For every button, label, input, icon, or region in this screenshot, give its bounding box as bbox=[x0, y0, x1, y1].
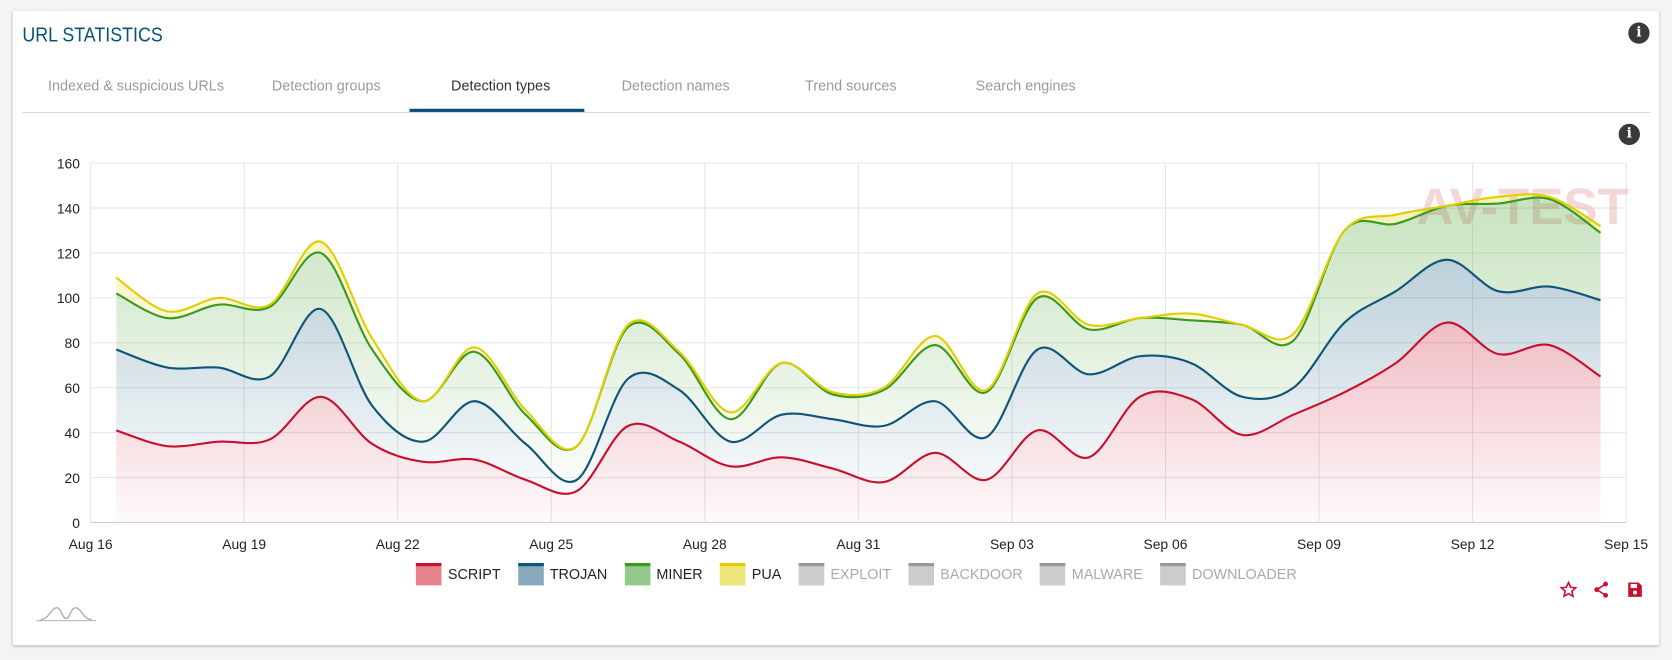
legend-swatch bbox=[798, 563, 825, 586]
legend-label: BACKDOOR bbox=[940, 566, 1023, 583]
line-script bbox=[115, 321, 1602, 495]
legend-label: EXPLOIT bbox=[830, 566, 892, 583]
y-tick-label: 40 bbox=[65, 425, 81, 441]
share-icon[interactable] bbox=[1592, 580, 1611, 599]
chart-legend: SCRIPT TROJAN MINER PUA EXPLOIT BACKDOOR MALWA… bbox=[415, 563, 1314, 586]
legend-swatch bbox=[415, 563, 442, 586]
legend-label: MINER bbox=[656, 566, 703, 583]
legend-label: SCRIPT bbox=[447, 566, 501, 583]
tab-indexed-suspicious-urls[interactable]: Indexed & suspicious URLs bbox=[47, 77, 225, 94]
area-miner bbox=[116, 197, 1601, 482]
page-title: URL STATISTICS bbox=[22, 24, 163, 47]
x-tick-label: Aug 25 bbox=[529, 536, 573, 552]
x-tick-label: Sep 09 bbox=[1297, 536, 1341, 552]
legend-swatch bbox=[624, 563, 650, 586]
y-tick-label: 100 bbox=[57, 290, 80, 306]
y-tick-label: 120 bbox=[57, 245, 80, 261]
tab-bar: Indexed & suspicious URLs Detection grou… bbox=[22, 68, 1651, 114]
tab-detection-groups[interactable]: Detection groups bbox=[271, 77, 381, 94]
chart-actions bbox=[1559, 580, 1644, 599]
area-trojan bbox=[116, 259, 1601, 494]
line-trojan bbox=[115, 258, 1601, 483]
y-tick-label: 60 bbox=[65, 380, 81, 396]
y-tick-label: 80 bbox=[65, 335, 81, 351]
x-tick-label: Aug 31 bbox=[836, 536, 880, 552]
x-tick-label: Sep 03 bbox=[990, 536, 1034, 552]
legend-item-downloader[interactable]: DOWNLOADER bbox=[1159, 563, 1297, 586]
legend-label: PUA bbox=[751, 566, 782, 583]
legend-item-malware[interactable]: MALWARE bbox=[1039, 563, 1143, 586]
chart-type-logo-icon bbox=[36, 607, 96, 622]
legend-swatch bbox=[517, 563, 544, 586]
tab-detection-types[interactable]: Detection types bbox=[451, 77, 551, 94]
legend-label: TROJAN bbox=[549, 566, 608, 583]
y-tick-label: 140 bbox=[57, 200, 80, 216]
x-tick-label: Aug 19 bbox=[222, 536, 266, 552]
x-tick-label: Sep 12 bbox=[1451, 536, 1495, 552]
save-icon[interactable] bbox=[1625, 580, 1644, 599]
y-tick-label: 0 bbox=[72, 515, 80, 531]
legend-swatch bbox=[1039, 563, 1066, 586]
x-tick-label: Aug 16 bbox=[69, 536, 113, 552]
tab-detection-names[interactable]: Detection names bbox=[621, 77, 730, 94]
line-pua bbox=[115, 193, 1602, 451]
legend-label: MALWARE bbox=[1071, 566, 1143, 583]
legend-item-miner[interactable]: MINER bbox=[624, 563, 703, 586]
legend-swatch bbox=[1159, 563, 1186, 586]
x-tick-label: Sep 06 bbox=[1143, 536, 1187, 552]
legend-swatch bbox=[908, 563, 934, 586]
star-icon[interactable] bbox=[1559, 580, 1578, 599]
x-tick-label: Aug 22 bbox=[376, 536, 420, 552]
area-script bbox=[116, 322, 1601, 523]
legend-item-exploit[interactable]: EXPLOIT bbox=[798, 563, 892, 586]
legend-item-backdoor[interactable]: BACKDOOR bbox=[908, 563, 1023, 586]
x-tick-label: Sep 15 bbox=[1604, 536, 1648, 552]
chart-info-icon[interactable]: i bbox=[1618, 123, 1640, 146]
legend-label: DOWNLOADER bbox=[1191, 566, 1297, 583]
legend-item-trojan[interactable]: TROJAN bbox=[517, 563, 608, 586]
legend-swatch bbox=[719, 563, 746, 586]
area-pua bbox=[116, 194, 1601, 451]
legend-item-pua[interactable]: PUA bbox=[719, 563, 782, 586]
y-tick-label: 20 bbox=[65, 470, 81, 486]
info-icon[interactable]: i bbox=[1628, 22, 1650, 44]
tab-search-engines[interactable]: Search engines bbox=[975, 77, 1076, 94]
tab-trend-sources[interactable]: Trend sources bbox=[805, 77, 897, 94]
active-tab-indicator bbox=[409, 108, 585, 112]
y-tick-label: 160 bbox=[57, 155, 80, 171]
x-tick-label: Aug 28 bbox=[683, 536, 727, 552]
legend-item-script[interactable]: SCRIPT bbox=[415, 563, 501, 586]
